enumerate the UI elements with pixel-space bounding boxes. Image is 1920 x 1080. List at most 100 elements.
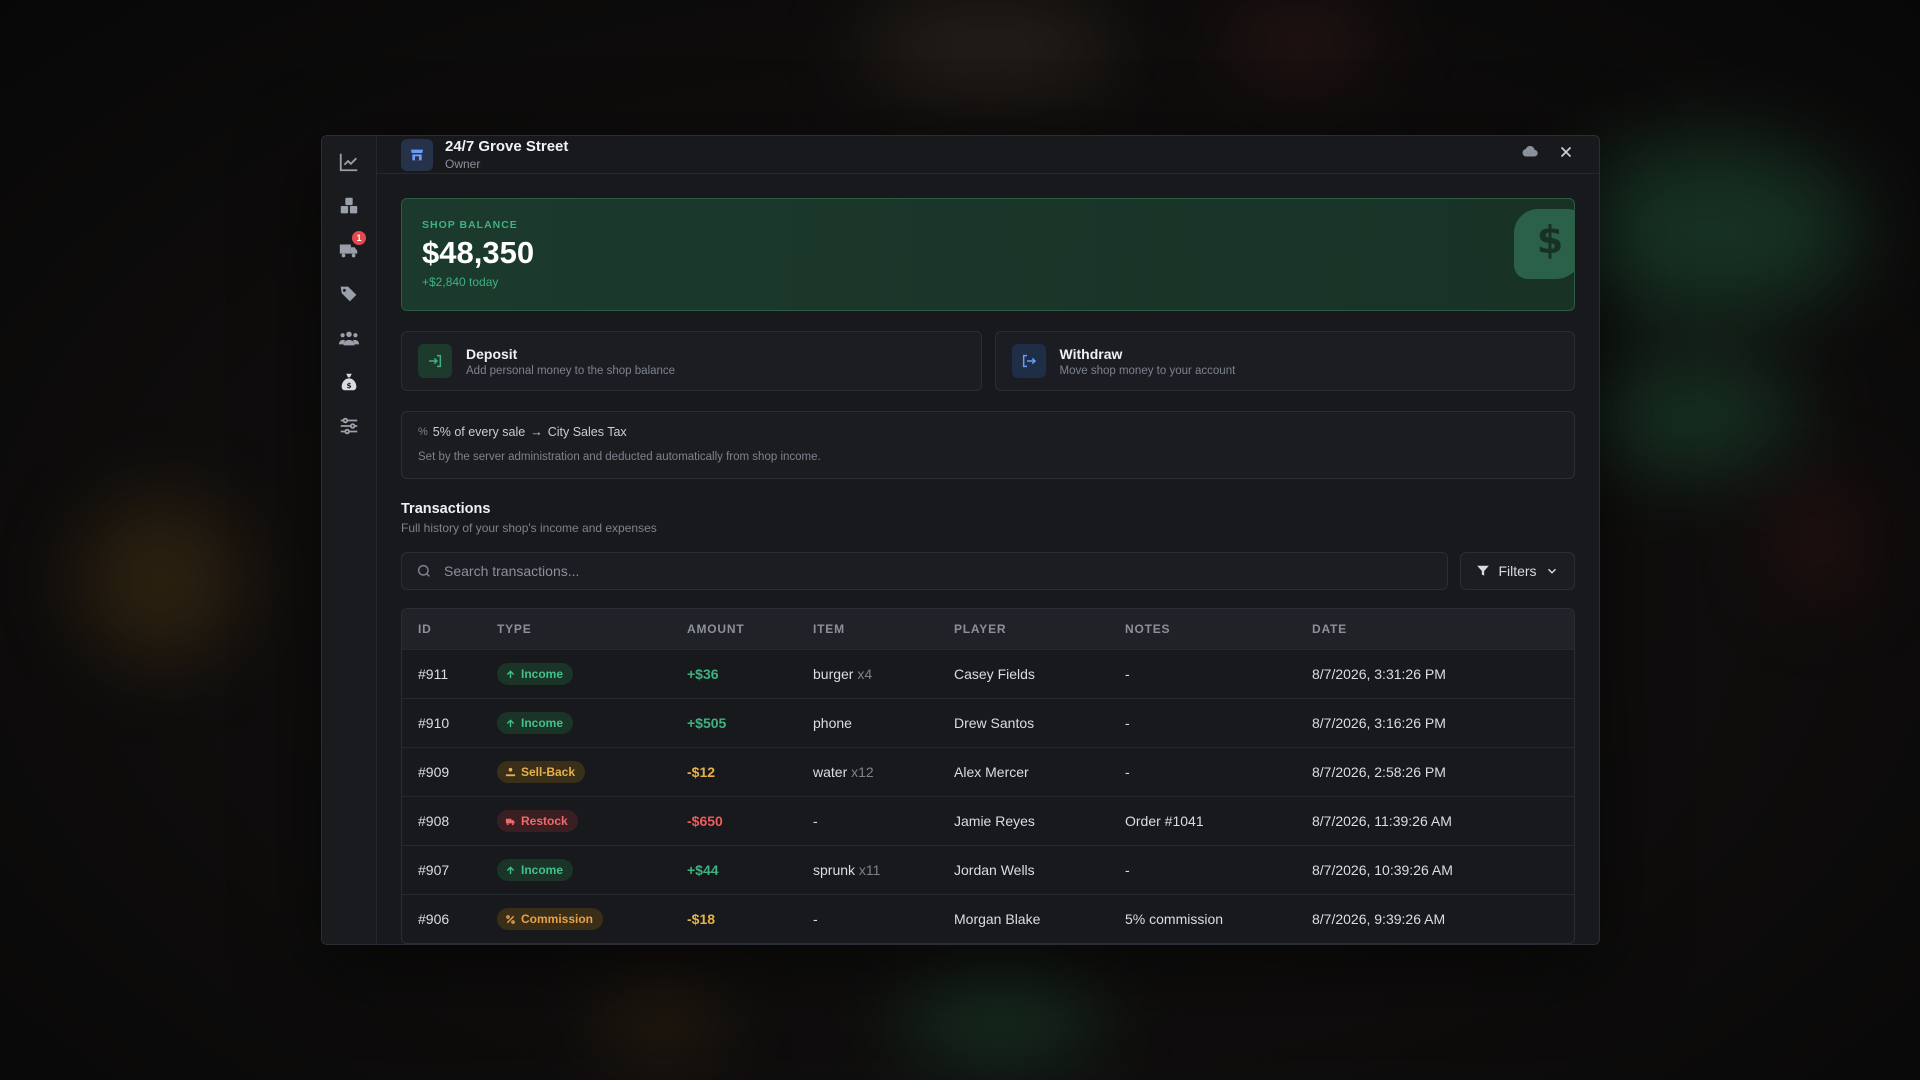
truck-icon xyxy=(505,818,515,825)
tx-id: #910 xyxy=(418,715,450,731)
arrow-icon: → xyxy=(530,425,543,439)
tax-target: City Sales Tax xyxy=(547,425,627,439)
boxes-icon xyxy=(340,197,358,214)
tx-date: 8/7/2026, 3:31:26 PM xyxy=(1312,666,1446,682)
tx-amount: -$12 xyxy=(687,764,716,780)
column-header-amount[interactable]: AMOUNT xyxy=(687,622,745,636)
nav-employees[interactable] xyxy=(334,326,364,350)
window-header: 24/7 Grove Street Owner xyxy=(377,136,1599,174)
shop-name: 24/7 Grove Street xyxy=(445,138,569,155)
column-header-id[interactable]: ID xyxy=(418,622,432,636)
tx-player: Morgan Blake xyxy=(954,911,1041,927)
nav-analytics[interactable] xyxy=(334,150,364,174)
filters-button[interactable]: Filters xyxy=(1460,552,1575,590)
withdraw-subtitle: Move shop money to your account xyxy=(1059,364,1236,377)
filter-icon xyxy=(1477,565,1490,576)
column-header-player[interactable]: PLAYER xyxy=(954,622,1007,636)
tx-notes: - xyxy=(1125,764,1130,780)
money-bag-icon: $ xyxy=(341,373,357,391)
tx-player: Drew Santos xyxy=(954,715,1035,731)
tx-amount: +$505 xyxy=(687,715,727,731)
tx-amount: -$18 xyxy=(687,911,716,927)
deposit-subtitle: Add personal money to the shop balance xyxy=(466,364,676,377)
main-area: 24/7 Grove Street Owner SHOP BALANCE $48… xyxy=(377,136,1599,944)
tx-id: #906 xyxy=(418,911,450,927)
sidebar-nav: 1 $ xyxy=(322,136,377,944)
deposit-button[interactable]: Deposit Add personal money to the shop b… xyxy=(401,331,982,391)
balance-value: $48,350 xyxy=(422,235,535,270)
search-input[interactable] xyxy=(444,563,1433,579)
filters-label: Filters xyxy=(1498,563,1537,579)
column-header-date[interactable]: DATE xyxy=(1312,622,1347,636)
tax-rate: 5% of every sale xyxy=(432,425,526,439)
users-icon xyxy=(338,331,360,346)
tx-player: Casey Fields xyxy=(954,666,1035,682)
nav-finances[interactable]: $ xyxy=(334,370,364,394)
sliders-icon xyxy=(340,417,358,435)
tx-amount: -$650 xyxy=(687,813,723,829)
column-header-notes[interactable]: NOTES xyxy=(1125,622,1171,636)
tax-info-card: % 5% of every sale → City Sales Tax Set … xyxy=(401,411,1575,479)
cloud-icon[interactable] xyxy=(1521,143,1539,166)
percent-icon: % xyxy=(418,426,428,438)
type-badge: Income xyxy=(497,859,574,881)
sign-in-icon xyxy=(418,344,452,378)
search-box[interactable] xyxy=(401,552,1448,590)
notification-badge: 1 xyxy=(352,231,366,245)
tx-player: Jordan Wells xyxy=(954,862,1035,878)
tx-item: - xyxy=(813,911,818,927)
table-row[interactable]: #910 Income +$505 phone Drew Santos - 8/… xyxy=(402,698,1574,747)
tx-date: 8/7/2026, 11:39:26 AM xyxy=(1312,813,1452,829)
table-row[interactable]: #906 Commission -$18 - Morgan Blake 5% c… xyxy=(402,894,1574,943)
withdraw-title: Withdraw xyxy=(1059,345,1123,362)
column-header-type[interactable]: TYPE xyxy=(497,622,532,636)
table-row[interactable]: #907 Income +$44 sprunk x11 Jordan Wells… xyxy=(402,845,1574,894)
shop-role: Owner xyxy=(445,157,481,171)
nav-deliveries[interactable]: 1 xyxy=(334,231,366,262)
tx-notes: - xyxy=(1125,666,1130,682)
svg-text:$: $ xyxy=(1537,218,1563,262)
sign-out-icon xyxy=(1011,344,1046,378)
tx-item: sprunk x11 xyxy=(813,862,881,878)
tx-date: 8/7/2026, 2:58:26 PM xyxy=(1312,764,1446,780)
table-row[interactable]: #911 Income +$36 burger x4 Casey Fields … xyxy=(402,649,1574,698)
chevron-down-icon xyxy=(1547,568,1556,574)
shop-management-window: 1 $ 24/7 Grove Street Owner xyxy=(321,135,1600,945)
transactions-subtitle: Full history of your shop's income and e… xyxy=(401,521,657,535)
nav-settings[interactable] xyxy=(334,414,364,438)
tx-amount: +$36 xyxy=(687,666,719,682)
arrow-up-icon xyxy=(506,865,515,874)
tx-notes: Order #1041 xyxy=(1125,813,1204,829)
balance-label: SHOP BALANCE xyxy=(422,219,518,231)
hand-coin-icon xyxy=(505,767,516,776)
tx-date: 8/7/2026, 9:39:26 AM xyxy=(1312,911,1446,927)
type-badge: Income xyxy=(497,712,574,734)
tx-id: #911 xyxy=(418,666,449,682)
tx-player: Alex Mercer xyxy=(954,764,1029,780)
tax-note: Set by the server administration and ded… xyxy=(418,451,821,463)
close-icon[interactable] xyxy=(1557,143,1575,166)
withdraw-button[interactable]: Withdraw Move shop money to your account xyxy=(994,331,1575,391)
svg-text:$: $ xyxy=(346,381,351,390)
table-row[interactable]: #908 Restock -$650 - Jamie Reyes Order #… xyxy=(402,796,1574,845)
tx-notes: - xyxy=(1125,715,1130,731)
nav-pricing[interactable] xyxy=(334,282,364,306)
line-chart-icon xyxy=(339,153,358,172)
tx-id: #907 xyxy=(418,862,450,878)
table-row[interactable]: #909 Sell-Back -$12 water x12 Alex Merce… xyxy=(402,747,1574,796)
tx-player: Jamie Reyes xyxy=(954,813,1035,829)
nav-inventory[interactable] xyxy=(334,194,364,218)
search-icon xyxy=(417,564,430,577)
type-badge: Commission xyxy=(497,908,604,930)
tx-date: 8/7/2026, 10:39:26 AM xyxy=(1312,862,1453,878)
store-icon xyxy=(401,138,433,171)
percent-icon xyxy=(506,914,515,924)
type-badge: Sell-Back xyxy=(497,761,586,783)
transactions-title: Transactions xyxy=(401,501,491,517)
deposit-title: Deposit xyxy=(466,345,518,362)
tx-item: phone xyxy=(813,715,852,731)
column-header-item[interactable]: ITEM xyxy=(813,622,845,636)
tx-notes: - xyxy=(1125,862,1130,878)
arrow-up-icon xyxy=(506,718,515,727)
shop-balance-card: SHOP BALANCE $48,350 +$2,840 today $ xyxy=(401,198,1575,311)
